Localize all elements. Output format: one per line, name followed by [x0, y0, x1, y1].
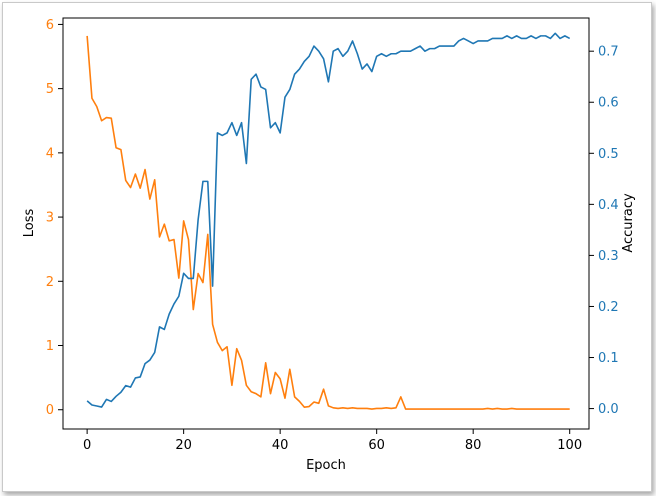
right-y-tick-label: 0.0 [598, 402, 619, 417]
right-y-tick-label: 0.1 [598, 351, 619, 366]
x-tick-label: 40 [272, 438, 289, 453]
right-y-tick-label: 0.3 [598, 249, 619, 264]
x-tick-label: 60 [368, 438, 385, 453]
left-y-tick-label: 4 [46, 146, 54, 161]
x-tick-label: 0 [83, 438, 91, 453]
series-lines [86, 32, 571, 410]
x-tick-label: 100 [557, 438, 582, 453]
loss-series-line [86, 35, 570, 410]
right-y-axis-ticks: 0.0 0.1 0.2 0.3 0.4 0.5 0.6 0.7 [589, 45, 619, 417]
right-y-tick-label: 0.2 [598, 300, 619, 315]
left-y-tick-label: 6 [46, 18, 54, 33]
left-y-tick-label: 0 [46, 403, 54, 418]
right-y-axis-label: Accuracy [621, 193, 636, 253]
left-y-tick-label: 5 [46, 82, 54, 97]
left-y-tick-label: 1 [46, 339, 54, 354]
x-tick-label: 80 [465, 438, 482, 453]
x-axis-label: Epoch [306, 458, 346, 473]
left-y-tick-label: 2 [46, 275, 54, 290]
left-y-tick-label: 3 [46, 211, 54, 226]
left-y-axis-label: Loss [22, 209, 37, 238]
right-y-tick-label: 0.5 [598, 147, 619, 162]
right-y-tick-label: 0.4 [598, 198, 619, 213]
x-tick-label: 20 [175, 438, 192, 453]
right-y-tick-label: 0.7 [598, 45, 619, 60]
x-axis-ticks: 0 20 40 60 80 100 [83, 429, 582, 453]
plot-area [62, 17, 590, 430]
right-y-tick-label: 0.6 [598, 96, 619, 111]
accuracy-series-line [86, 32, 571, 408]
left-y-axis-ticks: 0 1 2 3 4 5 6 [46, 18, 63, 418]
